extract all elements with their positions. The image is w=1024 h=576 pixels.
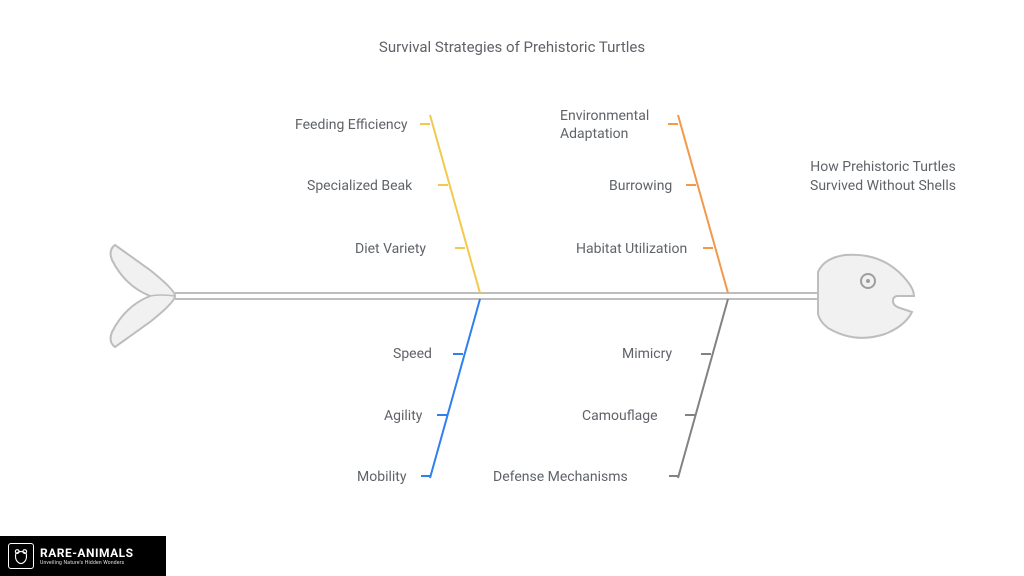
bone-mobility [421,299,480,478]
label-feeding-efficiency: Feeding Efficiency [295,116,408,134]
logo-brand: RARE-ANIMALS [40,547,134,559]
label-environmental-adaptation: Environmental Adaptation [560,107,649,143]
bear-icon [8,543,34,569]
label-diet-variety: Diet Variety [355,240,426,258]
logo-tagline: Unveiling Nature's Hidden Wonders [40,561,134,566]
bone-defense-mechanisms [669,299,728,478]
label-defense-mechanisms: Defense Mechanisms [493,468,628,486]
label-camouflage: Camouflage [582,407,658,425]
brand-logo: RARE-ANIMALS Unveiling Nature's Hidden W… [0,536,166,576]
head-label: How Prehistoric Turtles Survived Without… [808,158,958,196]
fishbone-diagram [0,0,1024,576]
label-mimicry: Mimicry [622,345,672,363]
label-habitat-utilization: Habitat Utilization [576,240,687,258]
label-mobility: Mobility [357,468,407,486]
logo-text: RARE-ANIMALS Unveiling Nature's Hidden W… [40,547,134,566]
label-specialized-beak: Specialized Beak [307,177,412,195]
label-agility: Agility [384,407,422,425]
fish-tail [111,245,175,347]
fish-head [818,255,914,338]
bone-feeding-efficiency [420,115,480,293]
label-burrowing: Burrowing [609,177,672,195]
bone-environmental-adaptation [668,115,728,293]
fish-spine [175,293,818,299]
label-speed: Speed [393,345,432,363]
